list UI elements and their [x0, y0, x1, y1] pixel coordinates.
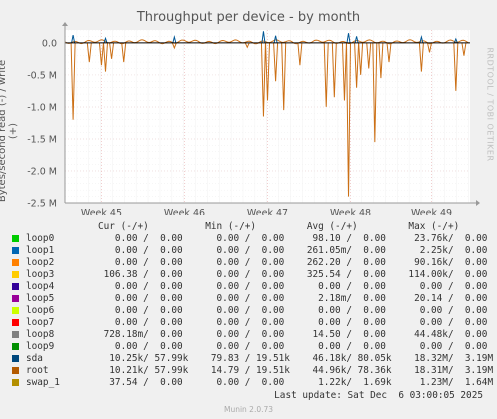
- legend-swatch: [12, 367, 19, 374]
- legend-swatch: [12, 295, 19, 302]
- read-spike: [109, 42, 115, 59]
- legend-series-name: sda: [26, 353, 43, 364]
- y-tick-label: -0.5 M: [27, 70, 57, 81]
- read-spike: [121, 42, 127, 63]
- legend-swatch: [12, 319, 19, 326]
- read-spike: [281, 42, 287, 111]
- legend-values: 728.18m/ 0.00 0.00 / 0.00 14.50 / 0.00 4…: [98, 329, 488, 340]
- write-spike: [261, 31, 266, 43]
- x-tick-label: Week 48: [330, 208, 371, 215]
- read-spike: [323, 42, 329, 107]
- chart-title: Throughput per device - by month: [136, 10, 361, 25]
- legend-values: 0.00 / 0.00 0.00 / 0.00 0.00 / 0.00 0.00…: [98, 281, 488, 292]
- x-axis-arrow: [476, 200, 480, 206]
- legend-swatch: [12, 247, 19, 254]
- series-root-write-line: [64, 39, 469, 45]
- write-spike: [354, 36, 359, 43]
- legend-swatch: [12, 379, 19, 386]
- legend-values: 0.00 / 0.00 0.00 / 0.00 2.18m/ 0.00 20.1…: [98, 293, 488, 304]
- read-spike: [331, 42, 337, 98]
- legend-series-name: swap_1: [26, 377, 60, 388]
- legend-values: 0.00 / 0.00 0.00 / 0.00 98.10 / 0.00 23.…: [98, 233, 488, 244]
- legend-values: 10.21k/ 57.99k 14.79 / 19.51k 44.96k/ 78…: [98, 365, 494, 376]
- legend-series-name: loop7: [26, 317, 55, 328]
- read-spike: [354, 42, 360, 88]
- legend-swatch: [12, 331, 19, 338]
- write-spike: [103, 36, 108, 43]
- read-spike: [260, 42, 266, 117]
- last-update: Last update: Sat Dec 6 03:00:05 2025: [274, 390, 483, 401]
- legend-values: 10.25k/ 57.99k 79.83 / 19.51k 46.18k/ 80…: [98, 353, 494, 364]
- read-spike: [244, 42, 250, 49]
- legend-swatch: [12, 283, 19, 290]
- legend-values: 0.00 / 0.00 0.00 / 0.00 262.20 / 0.00 90…: [98, 257, 488, 268]
- write-spike: [172, 35, 177, 43]
- read-spike: [378, 42, 384, 79]
- legend-swatch: [12, 271, 19, 278]
- legend-values: 0.00 / 0.00 0.00 / 0.00 261.05m/ 0.00 2.…: [98, 245, 488, 256]
- x-tick-label: Week 47: [247, 208, 288, 215]
- read-spike: [341, 42, 347, 101]
- legend-series-name: loop2: [26, 257, 55, 268]
- legend-series-name: loop9: [26, 341, 55, 352]
- legend-values: 0.00 / 0.00 0.00 / 0.00 0.00 / 0.00 0.00…: [98, 305, 488, 316]
- read-spike: [418, 42, 424, 72]
- legend-series-name: loop0: [26, 233, 55, 244]
- write-spike: [346, 33, 351, 43]
- x-tick-label: Week 49: [411, 208, 452, 215]
- y-tick-label: -1.5 M: [27, 134, 57, 145]
- read-spike: [70, 42, 76, 120]
- read-spike: [86, 42, 92, 63]
- legend-series-name: loop3: [26, 269, 55, 280]
- legend-values: 106.38 / 0.00 0.00 / 0.00 325.54 / 0.00 …: [98, 269, 488, 280]
- x-tick-label: Week 46: [164, 208, 205, 215]
- read-spike: [372, 42, 378, 143]
- y-tick-label: 0.0: [42, 38, 57, 49]
- read-spike: [386, 42, 392, 63]
- legend-series-name: loop1: [26, 245, 55, 256]
- y-tick-label: -2.0 M: [27, 166, 57, 177]
- read-spike: [98, 42, 104, 66]
- write-spike: [419, 35, 424, 43]
- read-spike: [366, 42, 372, 69]
- read-spike: [265, 42, 270, 101]
- read-spike: [273, 42, 279, 82]
- legend-series-name: root: [26, 365, 49, 376]
- legend-swatch: [12, 355, 19, 362]
- legend-values: 37.54 / 0.00 0.00 / 0.00 1.22k/ 1.69k 1.…: [98, 377, 494, 388]
- legend-swatch: [12, 343, 19, 350]
- read-spike: [171, 42, 177, 50]
- x-tick-label: Week 45: [81, 208, 122, 215]
- read-spike: [461, 42, 467, 56]
- read-spike: [427, 42, 432, 53]
- y-tick-label: -2.5 M: [27, 199, 57, 210]
- legend-values: 0.00 / 0.00 0.00 / 0.00 0.00 / 0.00 0.00…: [98, 341, 488, 352]
- munin-version: Munin 2.0.73: [223, 405, 274, 414]
- legend-series-name: loop6: [26, 305, 55, 316]
- legend-series-name: loop5: [26, 293, 55, 304]
- read-spike: [346, 42, 351, 197]
- write-spike: [71, 35, 76, 43]
- legend-swatch: [12, 307, 19, 314]
- write-spike: [273, 35, 278, 43]
- legend-series-name: loop4: [26, 281, 55, 292]
- read-spike: [297, 42, 303, 66]
- y-axis-arrow: [62, 22, 68, 26]
- read-spike: [358, 42, 364, 75]
- write-spike: [453, 37, 458, 43]
- legend-series-name: loop8: [26, 329, 55, 340]
- legend-header: Cur (-/+) Min (-/+) Avg (-/+) Max (-/+): [98, 221, 460, 232]
- legend-swatch: [12, 235, 19, 242]
- read-spike: [103, 42, 108, 72]
- read-spike: [453, 42, 459, 91]
- legend-swatch: [12, 259, 19, 266]
- y-tick-label: -1.0 M: [27, 102, 57, 113]
- legend-values: 0.00 / 0.00 0.00 / 0.00 0.00 / 0.00 0.00…: [98, 317, 488, 328]
- plot-area: 0.0 -0.5 M -1.0 M -1.5 M -2.0 M -2.5 M Week 45…: [27, 22, 480, 215]
